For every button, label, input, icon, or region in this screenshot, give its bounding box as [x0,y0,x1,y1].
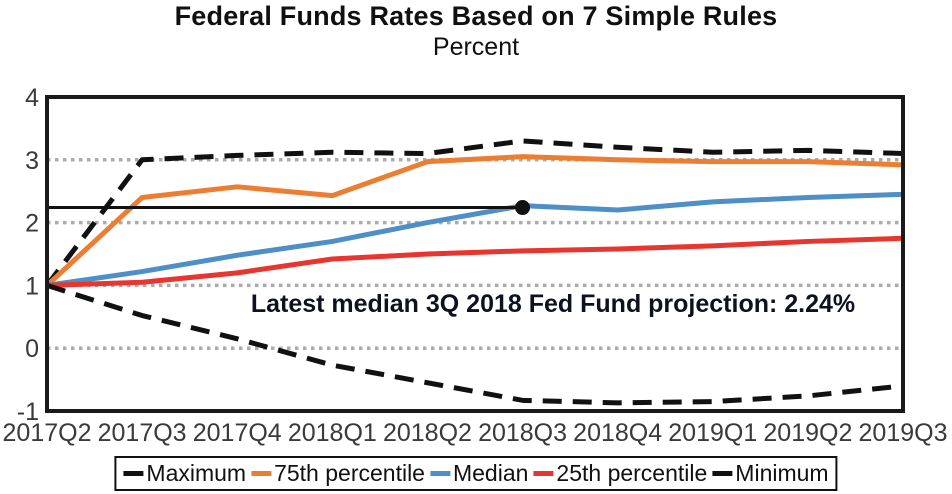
line-swatch-icon [251,471,272,476]
series-minimum [46,283,904,406]
legend-item-75th-percentile: 75th percentile [251,460,425,487]
x-axis-label: 2018Q4 [573,419,662,447]
series-75th-percentile [45,154,904,288]
y-axis-label: 3 [25,147,39,175]
y-axis-label: 1 [25,272,39,300]
x-axis-label: 2019Q1 [668,419,757,447]
legend-label: Maximum [146,460,247,486]
x-axis-label: 2017Q4 [193,419,282,447]
legend-label: 25th percentile [556,460,708,486]
legend: Maximum 75th percentile Median 25th percent… [114,456,838,491]
x-axis-label: 2018Q2 [383,419,472,447]
y-axis-label: 2 [25,210,39,238]
projection-annotation: Latest median 3Q 2018 Fed Fund projectio… [250,290,856,318]
legend-item-median: Median [429,460,529,487]
reference-dot [515,200,531,216]
x-axis-label: 2018Q1 [288,419,377,447]
series-maximum [45,138,904,287]
line-swatch-icon [429,471,450,476]
line-swatch-icon [533,471,554,476]
legend-label: 75th percentile [274,460,425,486]
legend-label: Median [452,460,529,486]
legend-item-minimum: Minimum [712,460,829,487]
legend-label: Minimum [735,460,829,486]
y-axis-label: 0 [25,335,39,363]
dashed-line-swatch-icon [712,471,733,476]
plot-area: 2017Q2 2017Q3 2017Q4 2018Q1 2018Q2 2018Q3 2018… [3,84,948,447]
legend-item-25th-percentile: 25th percentile [533,460,707,487]
x-axis-label: 2019Q3 [859,419,948,447]
legend-item-maximum: Maximum [123,460,246,487]
x-axis-label: 2017Q3 [98,419,187,447]
plot-border [45,95,905,413]
y-axis-label: 4 [25,84,39,112]
x-axis-label: 2017Q2 [3,419,92,447]
chart-subtitle: Percent [432,33,520,61]
y-axis-label: -1 [17,398,39,426]
chart-title: Federal Funds Rates Based on 7 Simple Ru… [174,1,778,31]
series-25th-percentile [46,235,904,288]
dashed-line-swatch-icon [123,471,144,476]
series-median [46,191,904,288]
x-axis-label: 2019Q2 [763,419,852,447]
x-axis-label: 2018Q3 [478,419,567,447]
